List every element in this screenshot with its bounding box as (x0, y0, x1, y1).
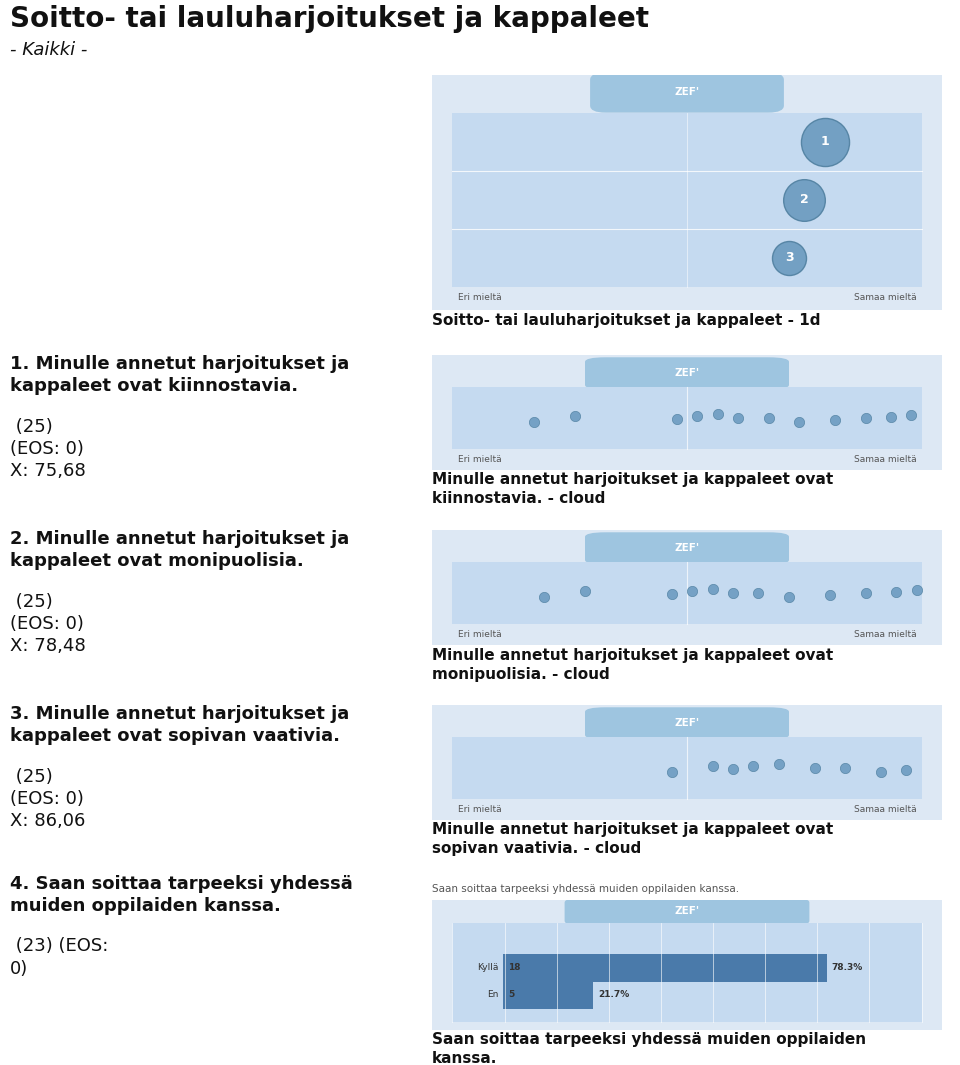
Point (537, 589, 552, 606)
Text: 3. Minulle annetut harjoitukset ja
kappaleet ovat sopivan vaativia.: 3. Minulle annetut harjoitukset ja kappa… (10, 705, 349, 746)
FancyBboxPatch shape (424, 528, 949, 646)
Point (899, 761, 914, 779)
Text: ZEF': ZEF' (675, 87, 700, 97)
FancyBboxPatch shape (585, 707, 789, 739)
Text: (25)
(EOS: 0)
X: 86,06: (25) (EOS: 0) X: 86,06 (10, 768, 85, 831)
FancyBboxPatch shape (424, 71, 949, 313)
Text: - Kaikki -: - Kaikki - (10, 40, 87, 59)
Text: Eri mieltä: Eri mieltä (458, 293, 501, 301)
Point (751, 585, 766, 602)
Text: 4. Saan soittaa tarpeeksi yhdessä
muiden oppilaiden kanssa.: 4. Saan soittaa tarpeeksi yhdessä muiden… (10, 875, 352, 915)
Point (731, 409, 746, 426)
Text: Saan soittaa tarpeeksi yhdessä muiden oppilaiden kanssa.: Saan soittaa tarpeeksi yhdessä muiden op… (432, 884, 739, 894)
FancyBboxPatch shape (585, 357, 789, 390)
Text: Saan soittaa tarpeeksi yhdessä muiden oppilaiden
kanssa.: Saan soittaa tarpeeksi yhdessä muiden op… (432, 1032, 866, 1065)
Point (705, 580, 720, 597)
Text: (23) (EOS:
0): (23) (EOS: 0) (10, 937, 108, 978)
Point (806, 759, 822, 776)
Text: 5: 5 (509, 990, 515, 999)
Text: 1: 1 (821, 135, 829, 148)
Point (797, 191, 812, 208)
Text: 3: 3 (784, 251, 793, 264)
FancyBboxPatch shape (452, 388, 922, 449)
Point (684, 583, 700, 600)
Text: Samaa mieltä: Samaa mieltä (853, 630, 917, 639)
Text: Minulle annetut harjoitukset ja kappaleet ovat
kiinnostavia. - cloud: Minulle annetut harjoitukset ja kappalee… (432, 472, 833, 506)
Text: Soitto- tai lauluharjoitukset ja kappaleet - 1d: Soitto- tai lauluharjoitukset ja kappale… (432, 313, 821, 328)
FancyBboxPatch shape (424, 898, 949, 1032)
Point (909, 581, 924, 599)
Point (761, 410, 777, 427)
Point (567, 407, 583, 424)
FancyBboxPatch shape (452, 113, 922, 286)
FancyBboxPatch shape (585, 532, 789, 564)
Text: En: En (487, 990, 498, 999)
Text: ZEF': ZEF' (675, 906, 700, 916)
Text: (25)
(EOS: 0)
X: 78,48: (25) (EOS: 0) X: 78,48 (10, 593, 85, 655)
Point (705, 757, 720, 774)
Point (888, 583, 903, 600)
Text: 21.7%: 21.7% (598, 990, 630, 999)
Text: Kyllä: Kyllä (477, 964, 498, 972)
Text: 78.3%: 78.3% (831, 964, 863, 972)
Point (903, 407, 919, 424)
Text: (25)
(EOS: 0)
X: 75,68: (25) (EOS: 0) X: 75,68 (10, 417, 85, 480)
FancyBboxPatch shape (452, 737, 922, 800)
FancyBboxPatch shape (424, 354, 949, 472)
Text: Eri mieltä: Eri mieltä (458, 630, 501, 639)
Text: Samaa mieltä: Samaa mieltä (853, 805, 917, 814)
Text: Minulle annetut harjoitukset ja kappaleet ovat
sopivan vaativia. - cloud: Minulle annetut harjoitukset ja kappalee… (432, 822, 833, 856)
Text: ZEF': ZEF' (675, 367, 700, 378)
Point (577, 583, 592, 600)
Point (858, 410, 874, 427)
FancyBboxPatch shape (424, 703, 949, 822)
Point (883, 408, 899, 425)
Point (669, 410, 684, 427)
Point (725, 585, 740, 602)
Point (526, 413, 541, 430)
FancyBboxPatch shape (503, 953, 827, 982)
FancyBboxPatch shape (564, 898, 809, 925)
Point (664, 764, 680, 781)
Point (874, 764, 889, 781)
Text: 1. Minulle annetut harjoitukset ja
kappaleet ovat kiinnostavia.: 1. Minulle annetut harjoitukset ja kappa… (10, 355, 349, 395)
Point (689, 408, 705, 425)
Point (781, 589, 797, 606)
Point (791, 413, 806, 430)
Text: Eri mieltä: Eri mieltä (458, 455, 501, 464)
Point (837, 759, 852, 776)
Point (858, 585, 874, 602)
Point (817, 133, 832, 150)
Point (664, 586, 680, 603)
Point (725, 760, 740, 777)
Text: Eri mieltä: Eri mieltä (458, 805, 501, 814)
Point (710, 406, 726, 423)
FancyBboxPatch shape (452, 562, 922, 624)
Text: Minulle annetut harjoitukset ja kappaleet ovat
monipuolisia. - cloud: Minulle annetut harjoitukset ja kappalee… (432, 648, 833, 683)
FancyBboxPatch shape (503, 980, 593, 1009)
Point (781, 249, 797, 266)
Text: 18: 18 (509, 964, 521, 972)
Text: 2. Minulle annetut harjoitukset ja
kappaleet ovat monipuolisia.: 2. Minulle annetut harjoitukset ja kappa… (10, 530, 349, 570)
Text: ZEF': ZEF' (675, 543, 700, 553)
FancyBboxPatch shape (590, 72, 784, 113)
Point (771, 755, 786, 772)
Text: Samaa mieltä: Samaa mieltä (853, 455, 917, 464)
Text: 2: 2 (800, 193, 808, 206)
Point (746, 757, 761, 774)
Point (828, 412, 843, 429)
Text: ZEF': ZEF' (675, 718, 700, 727)
FancyBboxPatch shape (452, 923, 922, 1022)
Text: Samaa mieltä: Samaa mieltä (853, 293, 917, 301)
Text: Soitto- tai lauluharjoitukset ja kappaleet: Soitto- tai lauluharjoitukset ja kappale… (10, 5, 649, 33)
Point (822, 587, 837, 604)
